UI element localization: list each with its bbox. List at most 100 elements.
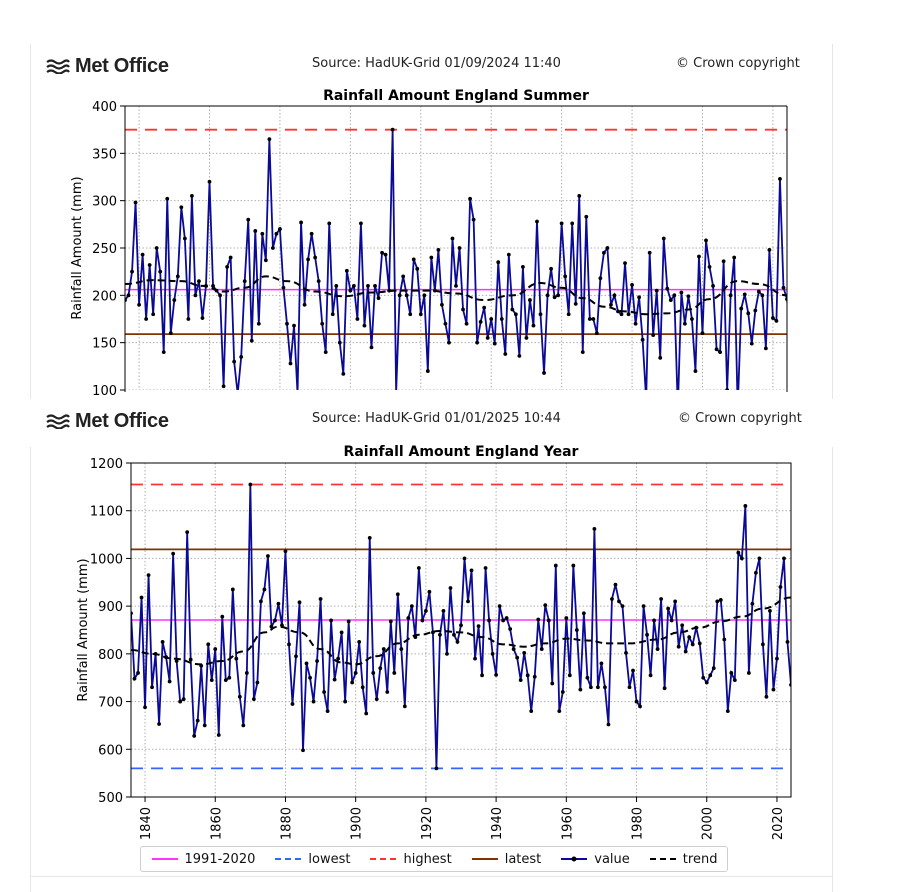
value-point [556, 293, 561, 298]
value-point [329, 618, 334, 623]
value-point [287, 642, 291, 647]
value-point [186, 317, 191, 321]
value-point [466, 599, 470, 604]
x-tick-label: 1840 [139, 807, 154, 840]
value-point [344, 268, 349, 273]
x-tick-label: 1860 [209, 807, 224, 840]
value-point [497, 604, 502, 609]
value-series-line [125, 129, 787, 390]
year-header-background [0, 399, 900, 447]
value-point [503, 352, 508, 356]
value-point [623, 261, 627, 266]
value-point [337, 340, 342, 345]
y-tick-label: 150 [92, 337, 117, 352]
frame-bottom-border [30, 876, 833, 877]
value-point [529, 709, 534, 714]
value-point [327, 221, 332, 226]
value-point [355, 317, 360, 321]
legend-swatch-lowest [275, 858, 302, 860]
value-point [661, 236, 666, 241]
value-point [234, 656, 239, 661]
value-point [594, 331, 599, 336]
value-point [485, 336, 490, 340]
value-point [320, 321, 325, 326]
value-point [197, 279, 201, 284]
value-point [557, 709, 562, 714]
value-point [654, 288, 659, 293]
value-point [553, 563, 558, 568]
value-point [563, 274, 568, 279]
value-point [385, 690, 390, 694]
value-point [566, 312, 571, 317]
source-text: Source: HadUK-Grid 01/01/2025 10:44 [312, 411, 561, 426]
met-office-logo: Met Office [46, 410, 169, 435]
value-point [332, 677, 337, 682]
legend-label: latest [504, 851, 542, 867]
value-point [542, 371, 546, 375]
value-point [304, 661, 309, 666]
plot-area [131, 482, 846, 771]
value-point [571, 563, 576, 568]
value-point [652, 618, 656, 623]
value-point [580, 350, 585, 355]
value-point [761, 642, 765, 647]
value-point [757, 556, 762, 561]
value-point [244, 671, 249, 675]
value-point [782, 556, 786, 561]
value-point [711, 666, 716, 671]
value-point [767, 247, 772, 252]
value-point [482, 305, 487, 310]
value-point [359, 221, 363, 226]
value-point [676, 644, 681, 649]
value-point [606, 722, 611, 727]
value-point [160, 640, 165, 644]
value-point [538, 312, 543, 317]
value-point [732, 255, 737, 260]
value-point [831, 640, 835, 644]
value-point [764, 694, 769, 699]
frame-right-border [832, 44, 833, 892]
value-point [659, 597, 664, 601]
value-point [448, 586, 453, 590]
value-point [768, 609, 772, 613]
value-point [672, 293, 677, 298]
value-point [665, 286, 670, 291]
value-point [242, 279, 247, 284]
value-point [299, 220, 303, 225]
value-point [525, 673, 530, 678]
value-point [225, 265, 230, 269]
x-tick-label: 1980 [631, 807, 646, 840]
value-point [366, 283, 370, 288]
frame-left-border [30, 44, 31, 892]
value-point [408, 312, 413, 317]
value-point [416, 566, 421, 570]
value-point [774, 318, 779, 323]
value-point [209, 678, 214, 682]
value-point [283, 549, 288, 554]
value-point [781, 285, 786, 290]
value-point [441, 609, 446, 613]
value-point [376, 296, 381, 301]
value-point [362, 323, 367, 328]
value-point [447, 340, 451, 345]
value-point [578, 687, 583, 692]
value-point [739, 556, 744, 561]
legend-swatch-value [561, 856, 588, 862]
value-point [380, 250, 384, 255]
value-point [624, 651, 628, 655]
value-point [616, 309, 620, 314]
value-point [262, 587, 267, 592]
logo-text: Met Office [75, 410, 169, 432]
value-point [427, 589, 432, 594]
value-point [399, 647, 404, 651]
value-point [842, 547, 846, 551]
value-point [743, 504, 748, 508]
value-point [704, 680, 709, 685]
value-point [390, 127, 395, 132]
value-point [339, 630, 344, 635]
trend-line [131, 596, 791, 666]
value-point [522, 651, 527, 655]
value-point [489, 317, 494, 321]
value-point [306, 257, 311, 262]
y-tick-label: 300 [92, 195, 117, 210]
